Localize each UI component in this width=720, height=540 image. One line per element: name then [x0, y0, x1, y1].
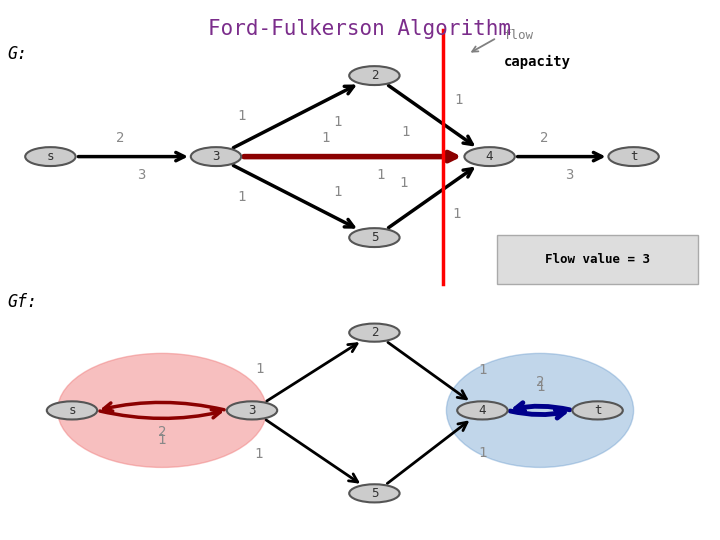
- Text: 2: 2: [116, 131, 124, 145]
- Text: 1: 1: [158, 433, 166, 447]
- Text: 1: 1: [237, 109, 246, 123]
- Text: Ford-Fulkerson Algorithm: Ford-Fulkerson Algorithm: [209, 19, 511, 39]
- Text: 1: 1: [454, 93, 463, 107]
- Ellipse shape: [58, 353, 266, 468]
- Text: 2: 2: [371, 69, 378, 82]
- Text: 2: 2: [371, 326, 378, 339]
- Text: 2: 2: [536, 375, 544, 389]
- Text: 4: 4: [486, 150, 493, 163]
- Text: capacity: capacity: [504, 55, 571, 69]
- Ellipse shape: [446, 353, 634, 468]
- Circle shape: [608, 147, 659, 166]
- Circle shape: [349, 484, 400, 502]
- Text: t: t: [594, 404, 601, 417]
- FancyBboxPatch shape: [497, 235, 698, 284]
- Text: 3: 3: [564, 168, 573, 183]
- Text: s: s: [47, 150, 54, 163]
- Text: 1: 1: [255, 447, 263, 461]
- Text: 3: 3: [212, 150, 220, 163]
- Text: 5: 5: [371, 487, 378, 500]
- Text: 1: 1: [256, 362, 264, 376]
- Text: flow: flow: [504, 29, 534, 42]
- Circle shape: [227, 401, 277, 420]
- Circle shape: [191, 147, 241, 166]
- Text: t: t: [630, 150, 637, 163]
- Text: 2: 2: [540, 131, 549, 145]
- Text: 1: 1: [399, 176, 408, 190]
- Circle shape: [25, 147, 76, 166]
- Text: 5: 5: [371, 231, 378, 244]
- Circle shape: [457, 401, 508, 420]
- Text: 3: 3: [138, 168, 145, 183]
- Circle shape: [349, 66, 400, 85]
- Text: 1: 1: [321, 131, 330, 145]
- Text: Flow value = 3: Flow value = 3: [545, 253, 650, 266]
- Text: 1: 1: [376, 168, 384, 183]
- Text: Gf:: Gf:: [7, 293, 37, 310]
- Text: 1: 1: [334, 114, 342, 129]
- Text: 2: 2: [158, 426, 166, 440]
- Circle shape: [47, 401, 97, 420]
- Text: 1: 1: [401, 125, 410, 139]
- Text: 1: 1: [536, 380, 544, 394]
- Circle shape: [572, 401, 623, 420]
- Text: 4: 4: [479, 404, 486, 417]
- Text: 3: 3: [248, 404, 256, 417]
- Text: 1: 1: [334, 185, 342, 199]
- Text: 1: 1: [237, 190, 246, 204]
- Text: s: s: [68, 404, 76, 417]
- Text: 1: 1: [479, 446, 487, 460]
- Text: 1: 1: [452, 207, 461, 221]
- Circle shape: [464, 147, 515, 166]
- Circle shape: [349, 323, 400, 342]
- Text: G:: G:: [7, 45, 27, 63]
- Circle shape: [349, 228, 400, 247]
- Text: 1: 1: [478, 363, 486, 376]
